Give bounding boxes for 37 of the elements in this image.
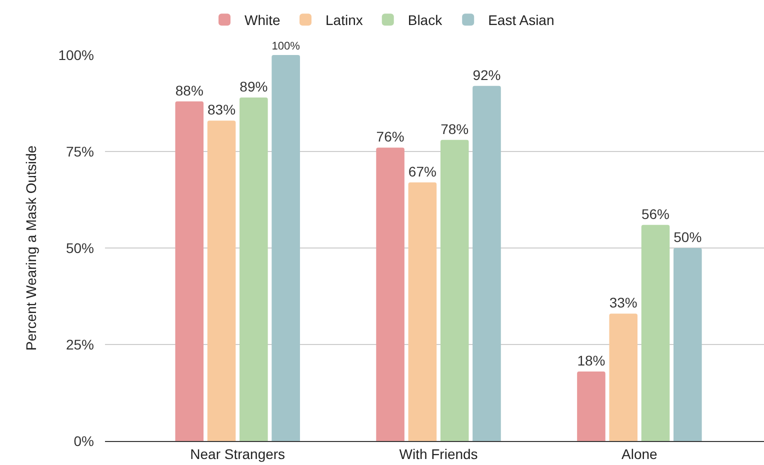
y-axis-title: Percent Wearing a Mask Outside bbox=[22, 145, 39, 351]
bar bbox=[472, 86, 501, 441]
legend-label: White bbox=[244, 12, 280, 28]
data-label: 89% bbox=[240, 78, 268, 94]
bar bbox=[272, 55, 300, 441]
x-tick-label: Alone bbox=[622, 446, 658, 462]
bar bbox=[577, 372, 606, 441]
bar bbox=[207, 120, 236, 441]
bar bbox=[240, 97, 268, 441]
data-label: 92% bbox=[472, 66, 501, 83]
data-label: 88% bbox=[175, 82, 204, 98]
data-label: 100% bbox=[272, 40, 300, 53]
legend-label: Black bbox=[408, 12, 444, 28]
y-tick-label: 50% bbox=[66, 240, 94, 256]
data-label: 50% bbox=[674, 229, 702, 245]
bar bbox=[376, 148, 404, 441]
bar bbox=[674, 248, 702, 441]
data-label: 83% bbox=[208, 102, 236, 118]
x-tick-label: Near Strangers bbox=[190, 446, 286, 462]
data-label: 56% bbox=[641, 206, 670, 222]
legend-label: East Asian bbox=[488, 12, 554, 28]
data-label: 67% bbox=[408, 163, 436, 180]
data-label: 78% bbox=[440, 120, 469, 137]
bar bbox=[609, 314, 638, 441]
y-tick-label: 0% bbox=[74, 432, 94, 449]
y-tick-label: 75% bbox=[66, 143, 94, 160]
y-tick-label: 100% bbox=[58, 46, 94, 63]
data-label: 33% bbox=[609, 294, 638, 311]
y-tick-label: 25% bbox=[66, 336, 94, 352]
x-tick-label: With Friends bbox=[399, 446, 478, 462]
data-label: 18% bbox=[577, 352, 606, 369]
bar bbox=[440, 140, 469, 441]
bar bbox=[175, 101, 204, 441]
data-label: 76% bbox=[376, 128, 404, 145]
legend-label: Latinx bbox=[326, 12, 363, 28]
bar bbox=[408, 182, 437, 441]
bar bbox=[641, 224, 670, 441]
